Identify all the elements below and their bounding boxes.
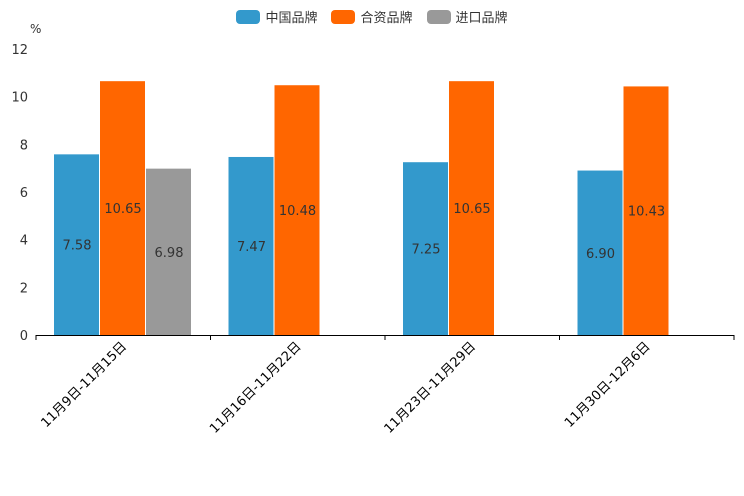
y-tick-label-2: 4 xyxy=(20,234,28,249)
legend: 中国品牌 合资品牌 进口品牌 xyxy=(0,7,744,26)
bar-2-0[interactable] xyxy=(403,162,448,335)
legend-swatch-china-brand xyxy=(236,9,261,24)
x-tick-label-0: 11月9日-11月15日 xyxy=(38,339,130,431)
y-axis-unit: % xyxy=(30,22,42,36)
bar-value-label-3-0: 6.90 xyxy=(586,247,615,262)
legend-swatch-joint-venture-brand xyxy=(331,9,356,24)
x-tick-label-1: 11月16日-11月22日 xyxy=(207,339,304,436)
y-tick-label-0: 0 xyxy=(20,329,28,344)
legend-label-joint-venture-brand: 合资品牌 xyxy=(360,11,413,26)
bar-0-1[interactable] xyxy=(100,81,145,335)
y-tick-label-6: 12 xyxy=(11,43,28,58)
bar-value-label-3-1: 10.43 xyxy=(628,205,665,220)
bar-0-0[interactable] xyxy=(54,154,99,335)
bar-value-label-0-0: 7.58 xyxy=(63,239,92,254)
bar-value-label-0-2: 6.98 xyxy=(155,246,184,261)
x-tick-label-3: 11月30日-12月6日 xyxy=(562,339,654,431)
legend-item-china-brand[interactable]: 中国品牌 xyxy=(236,7,317,26)
y-tick-label-3: 6 xyxy=(20,186,28,201)
y-tick-label-4: 8 xyxy=(20,138,28,153)
bar-1-0[interactable] xyxy=(228,156,274,335)
y-tick-label-1: 2 xyxy=(20,281,28,296)
legend-label-imported-brand: 进口品牌 xyxy=(455,11,508,26)
bar-3-0[interactable] xyxy=(577,170,623,335)
legend-label-china-brand: 中国品牌 xyxy=(265,11,318,26)
bar-0-2[interactable] xyxy=(146,168,191,335)
legend-swatch-imported-brand xyxy=(426,9,451,24)
bar-1-1[interactable] xyxy=(274,85,320,335)
y-tick-label-5: 10 xyxy=(11,91,28,106)
legend-item-imported-brand[interactable]: 进口品牌 xyxy=(426,7,508,26)
bar-3-1[interactable] xyxy=(623,86,669,335)
bar-value-label-2-1: 10.65 xyxy=(453,202,490,217)
bar-value-label-1-1: 10.48 xyxy=(279,204,316,219)
x-tick-label-2: 11月23日-11月29日 xyxy=(382,339,479,436)
bar-value-label-1-0: 7.47 xyxy=(237,240,266,255)
bar-2-1[interactable] xyxy=(449,81,494,335)
bar-value-label-2-0: 7.25 xyxy=(412,243,441,258)
legend-item-joint-venture-brand[interactable]: 合资品牌 xyxy=(331,7,413,26)
bar-value-label-0-1: 10.65 xyxy=(104,202,141,217)
